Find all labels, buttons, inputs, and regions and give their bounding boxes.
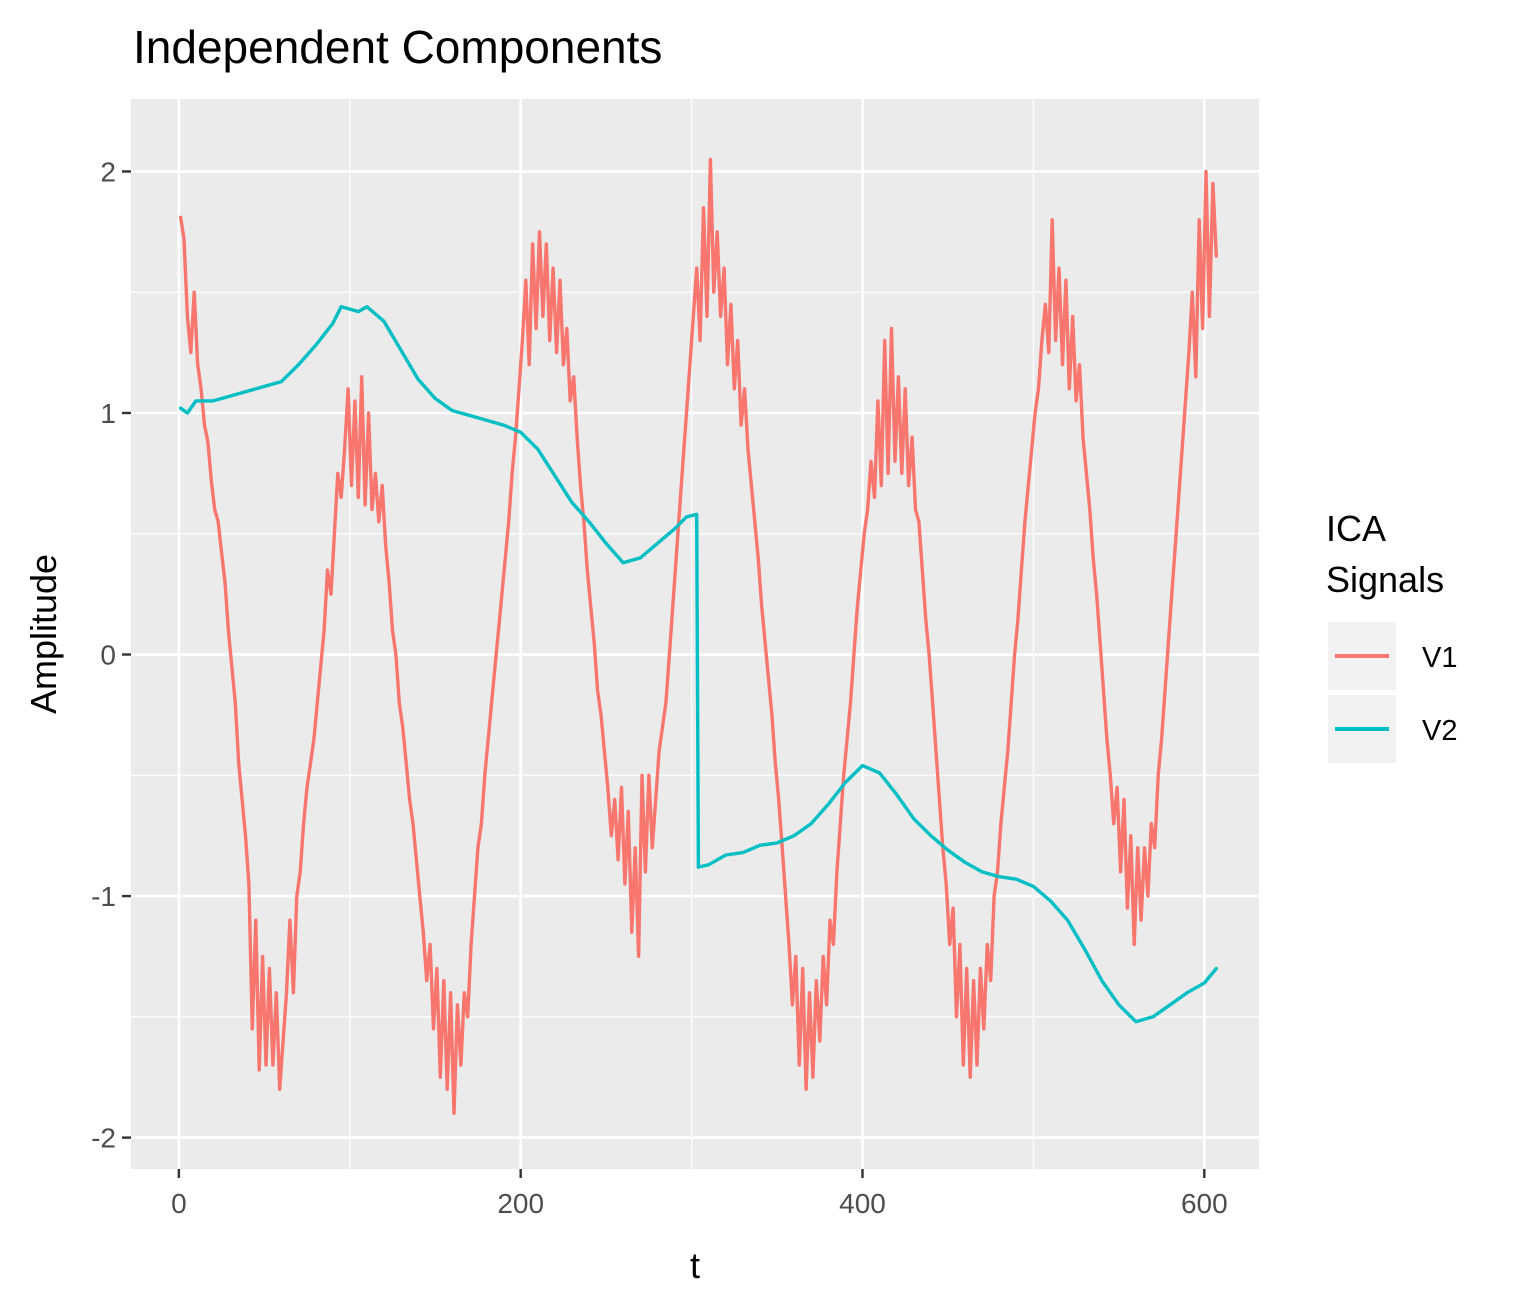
x-tick-label: 400 — [839, 1188, 886, 1219]
y-tick-label: 0 — [100, 640, 116, 671]
legend-title-line-1: ICA — [1326, 508, 1386, 549]
y-tick-label: -2 — [91, 1123, 116, 1154]
y-tick-label: 2 — [100, 156, 116, 187]
x-tick-label: 200 — [497, 1188, 544, 1219]
y-axis-title: Amplitude — [23, 554, 64, 714]
legend-label-v2: V2 — [1422, 715, 1457, 747]
y-axis: -2 -1 0 1 2 — [91, 156, 131, 1154]
series-line-v2 — [178, 305, 1218, 1024]
legend-title-line-2: Signals — [1326, 559, 1444, 600]
series-lines — [178, 157, 1218, 1116]
series-line-v1 — [178, 157, 1218, 1116]
y-tick-label: 1 — [100, 398, 116, 429]
x-tick-label: 0 — [171, 1188, 187, 1219]
x-axis: 0 200 400 600 — [171, 1169, 1228, 1219]
chart-title: Independent Components — [133, 21, 662, 73]
grid-minor — [131, 99, 1259, 1169]
plot-panel — [131, 99, 1259, 1169]
x-axis-title: t — [690, 1245, 700, 1286]
x-tick-label: 600 — [1181, 1188, 1228, 1219]
legend-label-v1: V1 — [1422, 642, 1457, 674]
y-tick-label: -1 — [91, 881, 116, 912]
legend: ICA Signals V1 V2 — [1326, 508, 1457, 763]
